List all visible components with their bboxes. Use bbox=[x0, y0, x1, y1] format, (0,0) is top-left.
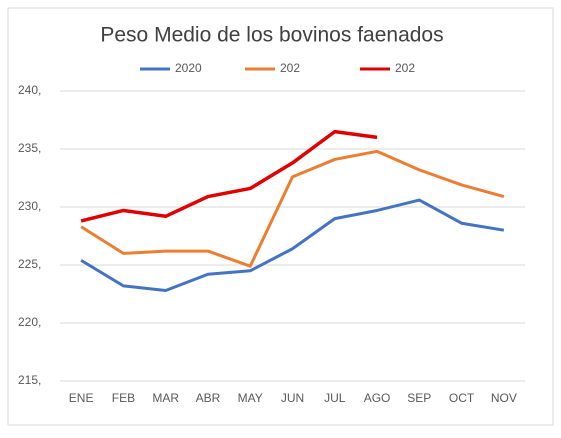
chart-title: Peso Medio de los bovinos faenados bbox=[100, 24, 443, 47]
x-tick-label: JUN bbox=[281, 391, 304, 405]
x-tick-label: ABR bbox=[196, 391, 221, 405]
y-tick-label: 220, bbox=[18, 315, 41, 329]
x-tick-label: AGO bbox=[364, 391, 391, 405]
series-line bbox=[80, 129, 378, 223]
legend-label: 202 bbox=[395, 61, 415, 75]
y-tick-label: 225, bbox=[18, 257, 41, 271]
x-tick-label: JUL bbox=[324, 391, 346, 405]
x-tick-label: MAY bbox=[238, 391, 263, 405]
series-line bbox=[80, 198, 505, 293]
x-tick-label: NOV bbox=[491, 391, 517, 405]
y-tick-label: 215, bbox=[18, 373, 41, 387]
legend-label: 202 bbox=[280, 61, 300, 75]
x-tick-label: MAR bbox=[152, 391, 179, 405]
series-line bbox=[80, 149, 505, 268]
y-tick-label: 240, bbox=[18, 83, 41, 97]
x-tick-label: ENE bbox=[69, 391, 94, 405]
y-tick-label: 235, bbox=[18, 141, 41, 155]
x-tick-label: FEB bbox=[112, 391, 135, 405]
x-tick-label: SEP bbox=[407, 391, 431, 405]
x-tick-label: OCT bbox=[449, 391, 475, 405]
y-tick-label: 230, bbox=[18, 199, 41, 213]
legend-label: 2020 bbox=[175, 61, 202, 75]
